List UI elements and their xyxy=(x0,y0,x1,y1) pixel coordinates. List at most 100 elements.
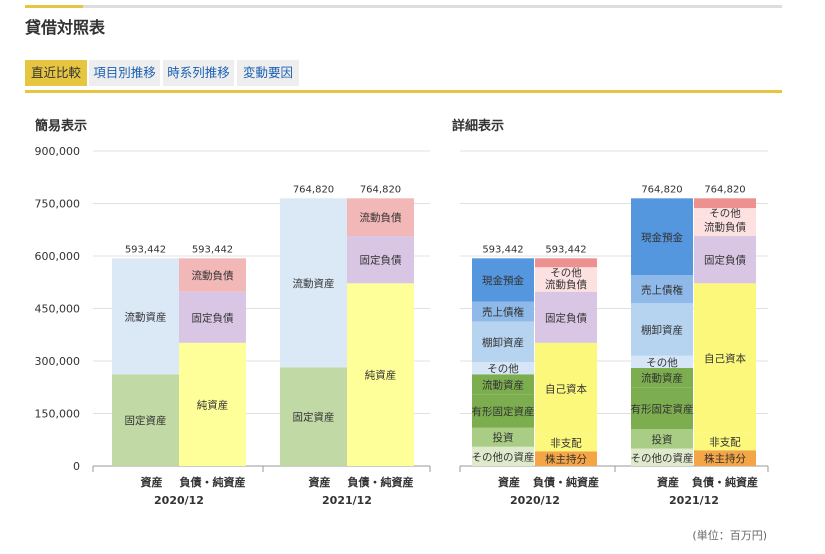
tab-recent-comparison[interactable]: 直近比較 xyxy=(25,60,87,86)
segment-label: 非支配 xyxy=(550,438,582,450)
group-label: 2020/12 xyxy=(154,494,204,507)
group-label: 2021/12 xyxy=(322,494,372,507)
segment-label: その他の資産 xyxy=(631,451,694,464)
bar-segment xyxy=(347,236,414,284)
segment-label: 固定負債 xyxy=(545,311,587,324)
segment-label: その他 xyxy=(487,362,519,375)
bar-segment xyxy=(535,342,597,434)
bar-segment xyxy=(179,342,246,466)
bar-total-label: 593,442 xyxy=(125,244,166,255)
y-tick-label: 750,000 xyxy=(35,198,81,211)
segment-label: その他 xyxy=(550,266,582,279)
bar-segment xyxy=(631,387,693,430)
detail-chart-title: 詳細表示 xyxy=(452,119,505,134)
bar-segment xyxy=(694,283,756,433)
top-border-accent xyxy=(25,5,83,8)
segment-label: 非支配 xyxy=(709,437,741,449)
bar-segment xyxy=(694,198,756,209)
tab-by-item[interactable]: 項目別推移 xyxy=(89,60,160,86)
group-label: 2021/12 xyxy=(669,494,719,507)
segment-label: 流動負債 xyxy=(192,269,234,282)
bar-segment xyxy=(179,291,246,343)
segment-label: その他 xyxy=(709,206,741,219)
bar-total-label: 593,442 xyxy=(545,244,586,255)
segment-label: 純資産 xyxy=(365,369,397,382)
top-border xyxy=(25,5,782,8)
tab-time-series[interactable]: 時系列推移 xyxy=(163,60,234,86)
segment-label: 株主持分 xyxy=(704,452,746,465)
bar-segment xyxy=(694,216,756,237)
segment-label: 売上債権 xyxy=(641,283,683,296)
bar-segment xyxy=(631,275,693,304)
segment-label: 流動資産 xyxy=(641,372,683,385)
bar-segment xyxy=(694,208,756,217)
segment-label: 有形固定資産 xyxy=(472,405,535,418)
bar-segment xyxy=(112,374,179,466)
bar-segment xyxy=(472,446,534,466)
bar-category-label: 資産 xyxy=(498,475,520,489)
segment-label: 固定負債 xyxy=(360,254,402,267)
bar-segment xyxy=(472,394,534,428)
bar-segment xyxy=(280,198,347,368)
bar-total-label: 764,820 xyxy=(360,184,401,195)
segment-label: 現金預金 xyxy=(482,274,524,287)
bar-segment xyxy=(112,258,179,375)
segment-label: 有形固定資産 xyxy=(631,402,694,415)
bar-segment xyxy=(631,355,693,368)
bar-segment xyxy=(472,321,534,363)
bar-segment xyxy=(280,367,347,466)
segment-label: 流動負債 xyxy=(360,211,402,224)
bar-segment xyxy=(694,450,756,466)
bar-segment xyxy=(472,362,534,375)
bar-segment xyxy=(631,198,693,276)
group-label: 2020/12 xyxy=(510,494,560,507)
bar-segment xyxy=(535,267,597,277)
bar-category-label: 負債・純資産 xyxy=(180,475,246,489)
segment-label: 投資 xyxy=(493,431,514,444)
bar-segment xyxy=(535,258,597,268)
segment-label: 自己資本 xyxy=(545,382,587,395)
segment-label: 固定資産 xyxy=(293,411,335,424)
segment-label: その他 xyxy=(646,356,678,369)
bar-segment xyxy=(472,301,534,322)
bar-total-label: 593,442 xyxy=(482,244,523,255)
bar-segment xyxy=(347,283,414,466)
bar-segment xyxy=(535,451,597,466)
bar-segment xyxy=(347,198,414,237)
segment-label: 流動資産 xyxy=(293,277,335,290)
segment-label: 現金預金 xyxy=(641,231,683,244)
bar-segment xyxy=(472,427,534,447)
bar-segment xyxy=(631,448,693,466)
bar-category-label: 負債・純資産 xyxy=(533,475,599,489)
y-tick-label: 900,000 xyxy=(35,145,81,158)
segment-label: 固定負債 xyxy=(704,254,746,267)
simple-chart-title: 簡易表示 xyxy=(35,119,88,134)
bar-total-label: 593,442 xyxy=(192,244,233,255)
segment-label: 固定資産 xyxy=(125,414,167,427)
segment-label: 固定負債 xyxy=(192,311,234,324)
y-tick-label: 0 xyxy=(73,460,80,473)
bar-category-label: 資産 xyxy=(309,475,331,489)
segment-label: 流動資産 xyxy=(125,310,167,323)
y-tick-label: 600,000 xyxy=(35,250,81,263)
segment-label: 棚卸資産 xyxy=(641,324,683,337)
bar-segment xyxy=(694,236,756,284)
segment-label: 売上債権 xyxy=(482,305,524,318)
segment-label: 流動負債 xyxy=(545,278,587,291)
unit-note: (単位：百万円) xyxy=(692,529,767,542)
bar-segment xyxy=(535,433,597,452)
segment-label: 流動資産 xyxy=(482,378,524,391)
bar-segment xyxy=(631,368,693,388)
y-tick-label: 150,000 xyxy=(35,408,81,421)
segment-label: 棚卸資産 xyxy=(482,336,524,349)
tab-change-factors[interactable]: 変動要因 xyxy=(237,60,299,86)
page-title: 貸借対照表 xyxy=(25,18,106,37)
bar-segment xyxy=(472,374,534,395)
segment-label: 株主持分 xyxy=(545,453,587,466)
segment-label: 投資 xyxy=(652,433,673,446)
y-tick-label: 450,000 xyxy=(35,303,81,316)
bar-segment xyxy=(535,291,597,343)
bar-total-label: 764,820 xyxy=(641,184,682,195)
bar-category-label: 負債・純資産 xyxy=(348,475,414,489)
